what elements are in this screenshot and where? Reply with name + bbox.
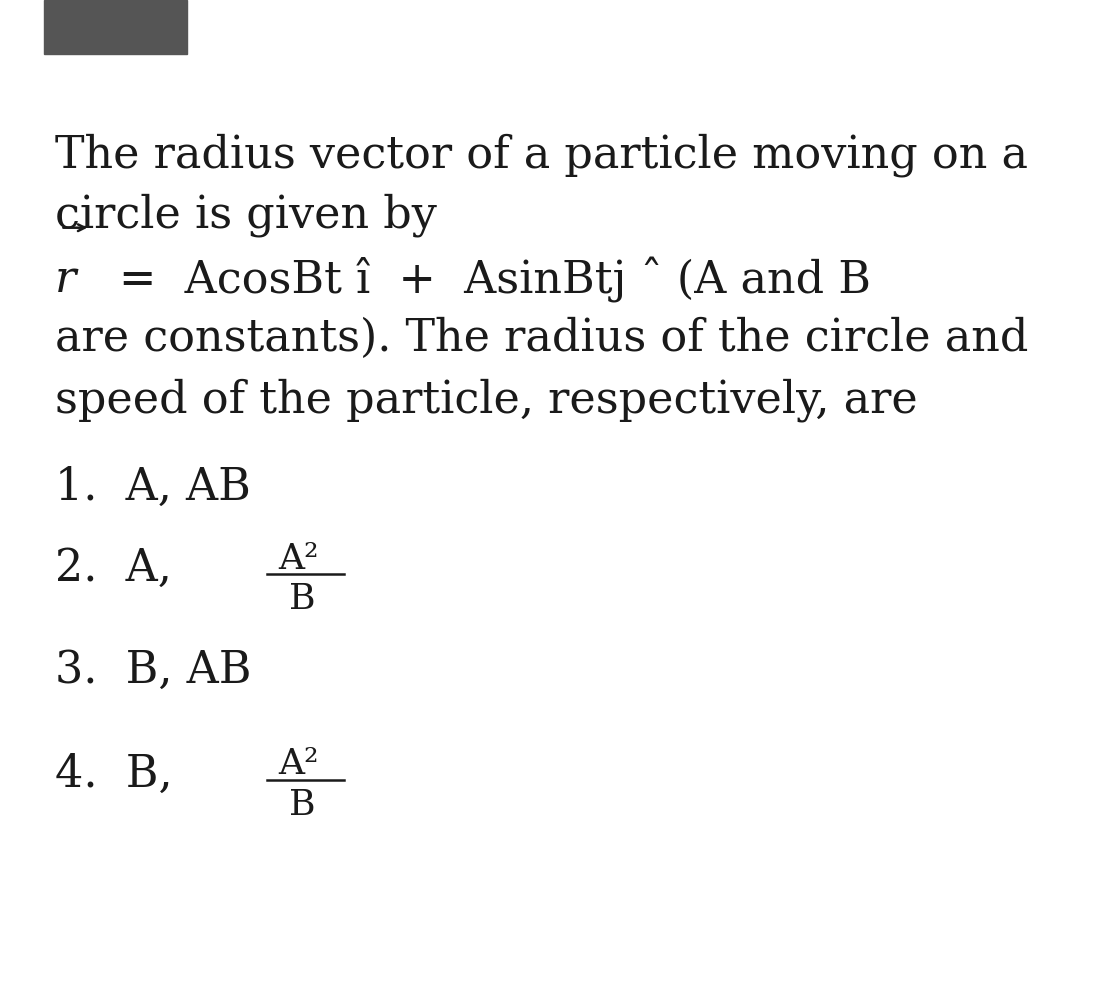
Text: 2.  A,: 2. A, xyxy=(55,546,172,590)
Text: r: r xyxy=(55,257,76,301)
Text: B: B xyxy=(289,788,316,822)
Text: 3.  B, AB: 3. B, AB xyxy=(55,648,252,692)
Text: The radius vector of a particle moving on a: The radius vector of a particle moving o… xyxy=(55,134,1028,177)
Text: A²: A² xyxy=(278,542,319,575)
Text: 1.  A, AB: 1. A, AB xyxy=(55,465,251,509)
Text: 4.  B,: 4. B, xyxy=(55,752,173,796)
Text: circle is given by: circle is given by xyxy=(55,193,437,237)
Text: B: B xyxy=(289,582,316,616)
Text: =  AcosBt î  +  AsinBtj ˆ (A and B: = AcosBt î + AsinBtj ˆ (A and B xyxy=(119,257,871,303)
Text: are constants). The radius of the circle and: are constants). The radius of the circle… xyxy=(55,317,1028,360)
Bar xyxy=(44,0,187,54)
Text: speed of the particle, respectively, are: speed of the particle, respectively, are xyxy=(55,378,917,422)
Text: A²: A² xyxy=(278,747,319,781)
